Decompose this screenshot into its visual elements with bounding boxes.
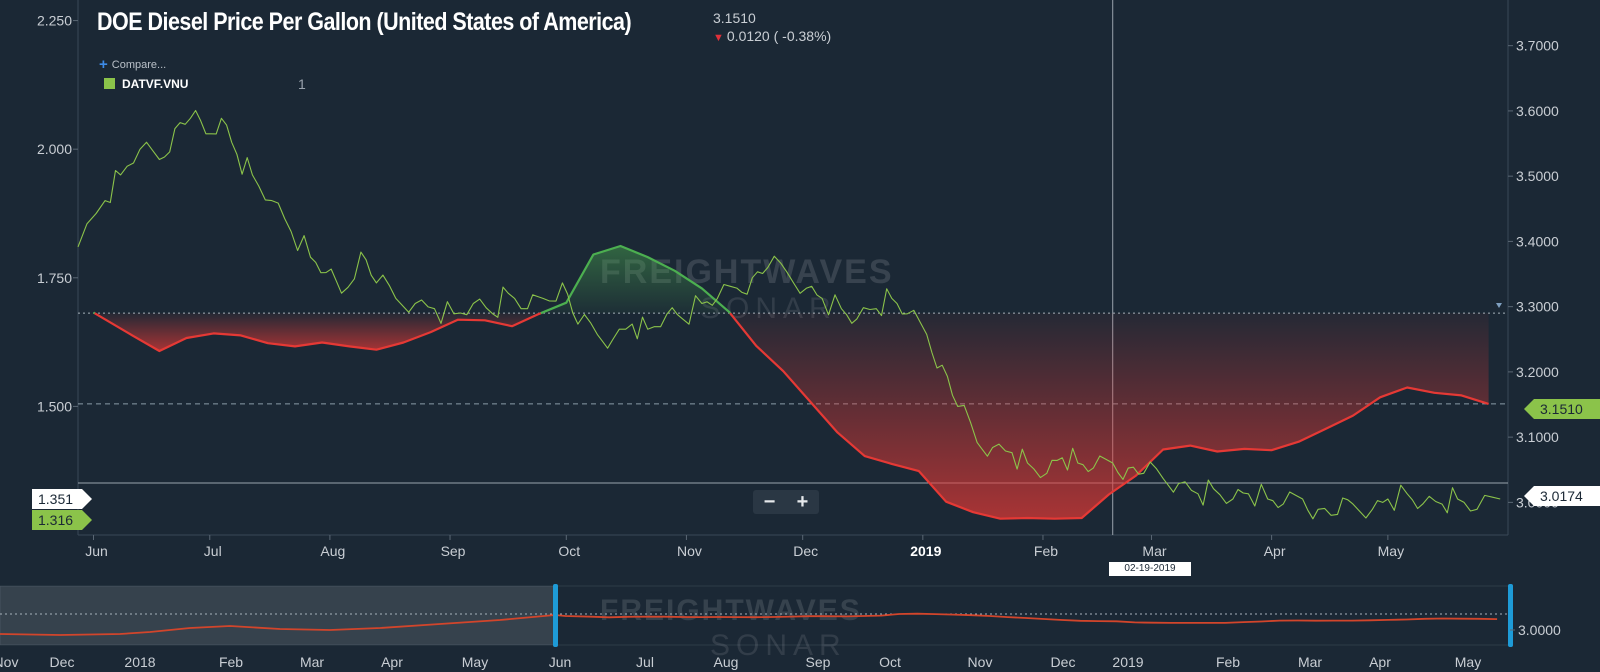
- plus-icon: +: [99, 56, 108, 73]
- x-axis-tick-label: 2019: [910, 543, 941, 559]
- x-axis-tick-label: Jul: [204, 543, 222, 559]
- zoom-in-button[interactable]: +: [796, 491, 809, 513]
- navigator-x-label: Mar: [300, 654, 324, 670]
- x-axis-tick-label: Mar: [1142, 543, 1166, 559]
- compare-label: Compare...: [111, 59, 167, 71]
- legend-item-datvf[interactable]: DATVF.VNU: [104, 77, 188, 91]
- navigator-x-label: Apr: [381, 654, 403, 670]
- x-axis-tick-label: Aug: [320, 543, 345, 559]
- navigator-unselected-region: [0, 586, 555, 645]
- navigator-x-label: Feb: [219, 654, 243, 670]
- chart-title: DOE Diesel Price Per Gallon (United Stat…: [97, 8, 632, 36]
- x-axis-tick-label: May: [1378, 543, 1404, 559]
- change-text: 0.0120 ( -0.38%): [726, 28, 832, 44]
- navigator-x-label: Mar: [1298, 654, 1322, 670]
- right-axis-tag-last: 3.1510: [1524, 399, 1600, 419]
- legend-count: 1: [298, 76, 306, 92]
- left-axis-tick-label: 1.500: [37, 398, 72, 414]
- x-axis-tick-label: Dec: [793, 543, 818, 559]
- navigator-right-handle: [1508, 584, 1513, 647]
- diesel-line-above: [92, 311, 96, 315]
- right-axis-tag-crosshair: 3.0174: [1524, 486, 1600, 506]
- compare-button[interactable]: + Compare...: [99, 56, 166, 73]
- diesel-area-below: [730, 313, 1489, 519]
- navigator-x-label: Aug: [714, 654, 739, 670]
- left-axis-tag-crosshair: 1.351: [32, 489, 92, 509]
- navigator-x-label: 2019: [1112, 654, 1143, 670]
- legend-label: DATVF.VNU: [122, 77, 189, 91]
- left-axis-tick-label: 2.000: [37, 141, 72, 157]
- navigator-watermark-sub: SONAR: [710, 629, 847, 662]
- diesel-line-below: [729, 312, 1489, 520]
- x-axis-tick-label: Feb: [1034, 543, 1058, 559]
- navigator-x-label: Nov: [0, 654, 18, 670]
- navigator-x-label: May: [1455, 654, 1481, 670]
- navigator-panel: [0, 585, 1511, 646]
- navigator-x-label: May: [462, 654, 488, 670]
- navigator-x-label: Jul: [636, 654, 654, 670]
- last-value: 3.1510: [713, 10, 756, 26]
- left-axis-tick-label: 1.750: [37, 270, 72, 286]
- x-axis-tick-label: Nov: [677, 543, 702, 559]
- navigator-x-label: Dec: [1051, 654, 1076, 670]
- navigator-diesel-line: [0, 612, 1498, 636]
- x-axis-tick-label: Jun: [85, 543, 108, 559]
- zoom-out-button[interactable]: −: [763, 491, 776, 513]
- navigator-x-label: Jun: [549, 654, 572, 670]
- navigator-x-label: Dec: [50, 654, 75, 670]
- left-axis-tag-datvf: 1.316: [32, 510, 92, 530]
- navigator-x-label: Sep: [806, 654, 831, 670]
- navigator-x-label: Apr: [1369, 654, 1391, 670]
- right-axis-tick-label: 3.3000: [1516, 299, 1559, 315]
- navigator-x-label: Oct: [879, 654, 901, 670]
- down-arrow-icon: ▼: [713, 32, 724, 44]
- datvf-line: [77, 109, 1501, 520]
- x-axis-tick-label: Apr: [1264, 543, 1286, 559]
- legend-swatch: [104, 78, 115, 89]
- change-value: ▼ 0.0120 ( -0.38%): [713, 28, 831, 44]
- x-axis-tick-label: Oct: [558, 543, 580, 559]
- right-axis-tick-label: 3.7000: [1516, 38, 1559, 54]
- navigator-left-handle: [553, 584, 558, 647]
- right-axis-tick-label: 3.1000: [1516, 429, 1559, 445]
- left-axis-tick-label: 2.250: [37, 13, 72, 29]
- diesel-area-above: [540, 246, 731, 314]
- navigator-x-label: Feb: [1216, 654, 1240, 670]
- zoom-controls: − +: [753, 490, 819, 514]
- diesel-line-below: [94, 312, 542, 353]
- navigator-x-label: 2018: [124, 654, 155, 670]
- right-axis-tick-label: 3.6000: [1516, 103, 1559, 119]
- navigator-y-tick-label: 3.0000: [1518, 622, 1561, 638]
- scroll-marker-icon: [1496, 303, 1502, 308]
- x-axis-tick-label: Sep: [441, 543, 466, 559]
- crosshair-date-label: 02-19-2019: [1109, 562, 1191, 576]
- diesel-area-below: [94, 313, 541, 351]
- right-axis-tick-label: 3.4000: [1516, 233, 1559, 249]
- navigator-x-label: Nov: [968, 654, 993, 670]
- navigator-watermark-brand: FREIGHTWAVES: [600, 594, 862, 627]
- right-axis-tick-label: 3.2000: [1516, 364, 1559, 380]
- right-axis-tick-label: 3.5000: [1516, 168, 1559, 184]
- diesel-line-above: [540, 244, 731, 315]
